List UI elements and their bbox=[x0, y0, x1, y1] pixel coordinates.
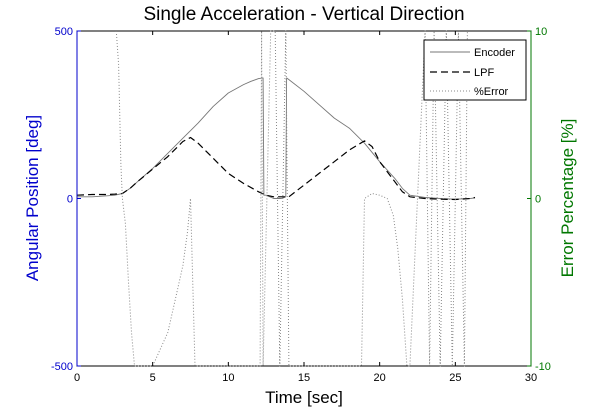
legend-label-lpf: LPF bbox=[474, 67, 494, 79]
y-tick-label-left: -500 bbox=[51, 361, 73, 373]
x-tick-label: 10 bbox=[222, 372, 234, 384]
chart-title: Single Acceleration - Vertical Direction bbox=[143, 4, 464, 25]
x-tick-label: 20 bbox=[374, 372, 386, 384]
y-tick-label-left: 0 bbox=[67, 194, 73, 206]
x-axis-label: Time [sec] bbox=[265, 388, 343, 407]
x-tick-label: 5 bbox=[150, 372, 156, 384]
series-lpf-line bbox=[76, 136, 476, 201]
x-tick-label: 15 bbox=[298, 372, 310, 384]
legend-label-error: %Error bbox=[474, 86, 509, 98]
series-error-line bbox=[115, 30, 468, 367]
legend-label-encoder: Encoder bbox=[474, 47, 515, 59]
x-tick-label: 30 bbox=[525, 372, 537, 384]
y-tick-label-right: -10 bbox=[535, 361, 551, 373]
x-tick-label: 0 bbox=[74, 372, 80, 384]
x-ticks: 0 5 10 15 20 25 30 bbox=[74, 31, 537, 384]
legend-box bbox=[423, 39, 527, 101]
x-tick-label: 25 bbox=[449, 372, 461, 384]
y-axis-label-right: Error Percentage [%] bbox=[558, 119, 577, 278]
plot-content bbox=[76, 30, 476, 367]
y-tick-label-right: 0 bbox=[535, 194, 541, 206]
y-tick-label-right: 10 bbox=[535, 26, 547, 38]
y-ticks-left: -500 0 500 bbox=[51, 26, 81, 373]
y-axis-label-left: Angular Position [deg] bbox=[23, 115, 42, 281]
legend: Encoder LPF %Error bbox=[423, 39, 527, 101]
y-ticks-right: -10 0 10 bbox=[527, 26, 551, 373]
y-tick-label-left: 500 bbox=[55, 26, 73, 38]
